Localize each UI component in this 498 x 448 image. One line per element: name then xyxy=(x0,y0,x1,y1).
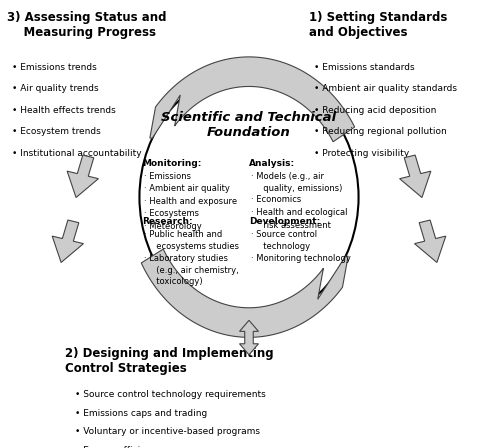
Text: Scientific and Technical
Foundation: Scientific and Technical Foundation xyxy=(161,112,337,139)
Text: Monitoring:: Monitoring: xyxy=(142,159,201,168)
Text: · Ambient air quality: · Ambient air quality xyxy=(144,184,230,193)
Polygon shape xyxy=(141,249,348,337)
Text: · Economics: · Economics xyxy=(251,195,302,204)
Text: • Institutional accountability: • Institutional accountability xyxy=(12,149,142,158)
Text: Research:: Research: xyxy=(142,217,193,226)
Text: 2) Designing and Implementing
Control Strategies: 2) Designing and Implementing Control St… xyxy=(65,347,273,375)
Text: • Emissions caps and trading: • Emissions caps and trading xyxy=(75,409,207,418)
Text: quality, emissions): quality, emissions) xyxy=(258,184,342,193)
Text: • Air quality trends: • Air quality trends xyxy=(12,84,99,93)
Text: risk assessment: risk assessment xyxy=(258,220,331,229)
Text: 1) Setting Standards
and Objectives: 1) Setting Standards and Objectives xyxy=(309,11,447,39)
Text: • Protecting visibility: • Protecting visibility xyxy=(314,149,409,158)
Polygon shape xyxy=(240,320,258,355)
Polygon shape xyxy=(414,220,446,263)
Text: toxicology): toxicology) xyxy=(151,277,203,286)
Text: • Ambient air quality standards: • Ambient air quality standards xyxy=(314,84,457,93)
Text: · Ecosystems: · Ecosystems xyxy=(144,209,199,218)
Text: • Source control technology requirements: • Source control technology requirements xyxy=(75,390,265,399)
Text: (e.g., air chemistry,: (e.g., air chemistry, xyxy=(151,266,239,275)
Polygon shape xyxy=(399,155,431,198)
Text: · Models (e.g., air: · Models (e.g., air xyxy=(251,172,325,181)
Text: technology: technology xyxy=(258,242,310,251)
Text: • Voluntary or incentive-based programs: • Voluntary or incentive-based programs xyxy=(75,427,259,436)
Text: Analysis:: Analysis: xyxy=(249,159,295,168)
Text: · Laboratory studies: · Laboratory studies xyxy=(144,254,229,263)
Polygon shape xyxy=(150,57,355,142)
Polygon shape xyxy=(67,155,99,198)
Text: • Reducing regional pollution: • Reducing regional pollution xyxy=(314,127,447,136)
Polygon shape xyxy=(52,220,84,263)
Text: • Energy efficiency: • Energy efficiency xyxy=(75,446,162,448)
Text: • Emissions trends: • Emissions trends xyxy=(12,63,97,72)
Text: · Health and ecological: · Health and ecological xyxy=(251,208,348,217)
Text: 3) Assessing Status and
    Measuring Progress: 3) Assessing Status and Measuring Progre… xyxy=(7,11,167,39)
Text: ecosystems studies: ecosystems studies xyxy=(151,242,239,251)
Ellipse shape xyxy=(139,72,359,323)
Text: • Health effects trends: • Health effects trends xyxy=(12,106,116,115)
Text: · Health and exposure: · Health and exposure xyxy=(144,197,238,206)
Text: · Public health and: · Public health and xyxy=(144,230,223,239)
Text: · Emissions: · Emissions xyxy=(144,172,191,181)
Text: Development:: Development: xyxy=(249,217,320,226)
Text: · Meteorology: · Meteorology xyxy=(144,222,202,231)
Text: · Monitoring technology: · Monitoring technology xyxy=(251,254,352,263)
Text: • Emissions standards: • Emissions standards xyxy=(314,63,414,72)
Text: • Reducing acid deposition: • Reducing acid deposition xyxy=(314,106,436,115)
Text: • Ecosystem trends: • Ecosystem trends xyxy=(12,127,101,136)
Text: · Source control: · Source control xyxy=(251,230,318,239)
